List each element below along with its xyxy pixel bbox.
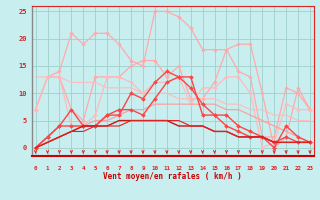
X-axis label: Vent moyen/en rafales ( km/h ): Vent moyen/en rafales ( km/h ) — [103, 172, 242, 181]
